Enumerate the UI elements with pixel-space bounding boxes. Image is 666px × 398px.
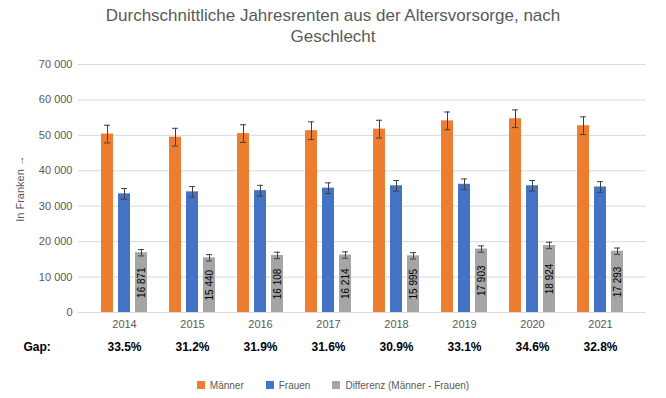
svg-text:15 440: 15 440: [204, 269, 215, 300]
svg-text:10 000: 10 000: [39, 271, 73, 283]
svg-text:2016: 2016: [248, 318, 272, 330]
svg-text:31.9%: 31.9%: [243, 340, 277, 354]
svg-text:2019: 2019: [452, 318, 476, 330]
html-text:Durchschnittliche Jahresrenten: Durchschnittliche Jahresrenten aus der A…: [105, 6, 561, 46]
svg-text:16 871: 16 871: [136, 267, 147, 298]
svg-text:18 924: 18 924: [544, 263, 555, 294]
html-text:Differenz (Männer - Frauen): Differenz (Männer - Frauen): [345, 379, 470, 391]
svg-text:50 000: 50 000: [39, 129, 73, 141]
svg-text:16 214: 16 214: [340, 268, 351, 299]
svg-text:20 000: 20 000: [39, 235, 73, 247]
svg-text:60 000: 60 000: [39, 93, 73, 105]
svg-text:30.9%: 30.9%: [379, 340, 413, 354]
svg-text:2020: 2020: [520, 318, 544, 330]
svg-text:40 000: 40 000: [39, 164, 73, 176]
svg-text:17 903: 17 903: [476, 265, 487, 296]
svg-text:31.6%: 31.6%: [311, 340, 345, 354]
svg-text:2021: 2021: [588, 318, 612, 330]
svg-text:33.5%: 33.5%: [107, 340, 141, 354]
html-text:Frauen: Frauen: [278, 379, 311, 391]
svg-text:70 000: 70 000: [39, 58, 73, 70]
svg-text:2014: 2014: [112, 318, 136, 330]
svg-text:17 293: 17 293: [612, 266, 623, 297]
svg-text:31.2%: 31.2%: [175, 340, 209, 354]
svg-text:2017: 2017: [316, 318, 340, 330]
svg-text:In Franken →: In Franken →: [14, 155, 26, 222]
svg-text:30 000: 30 000: [39, 200, 73, 212]
svg-text:0: 0: [66, 306, 72, 318]
svg-text:34.6%: 34.6%: [515, 340, 549, 354]
svg-text:Gap:: Gap:: [24, 340, 51, 354]
svg-text:2015: 2015: [180, 318, 204, 330]
svg-text:2018: 2018: [384, 318, 408, 330]
html-text:Männer: Männer: [209, 379, 244, 391]
svg-text:32.8%: 32.8%: [583, 340, 617, 354]
svg-text:15 995: 15 995: [408, 268, 419, 299]
svg-text:16 108: 16 108: [272, 268, 283, 299]
svg-text:33.1%: 33.1%: [447, 340, 481, 354]
